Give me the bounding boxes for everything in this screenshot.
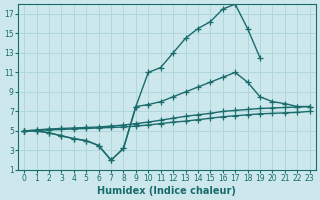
X-axis label: Humidex (Indice chaleur): Humidex (Indice chaleur): [98, 186, 236, 196]
